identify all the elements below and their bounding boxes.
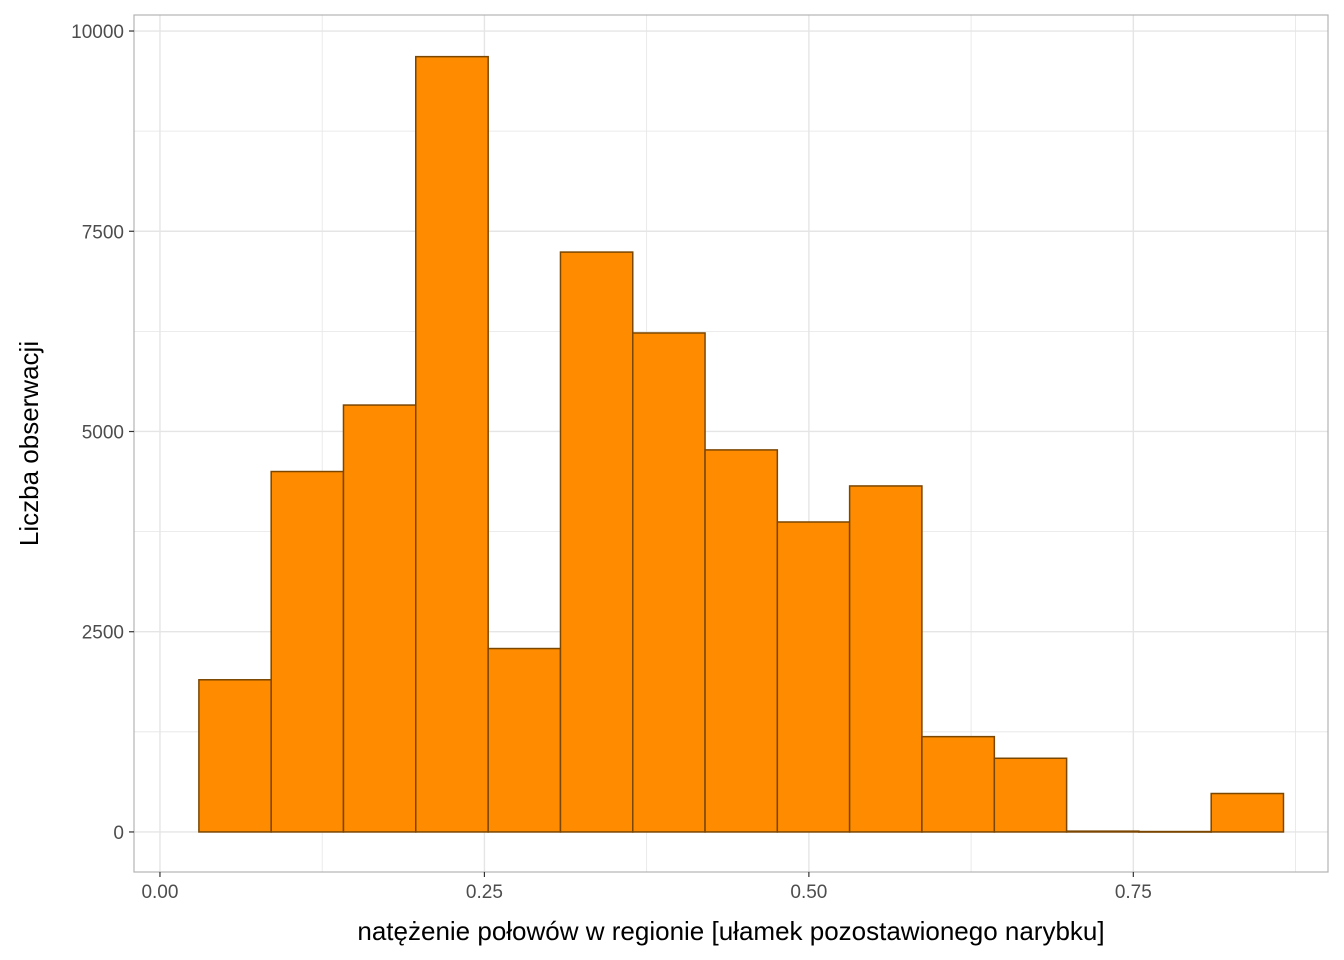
x-tick-label: 0.50 (790, 882, 827, 903)
histogram-bar (487, 647, 562, 833)
histogram-bar (632, 332, 706, 833)
histogram-bar (270, 470, 345, 833)
x-axis-title: natężenie połowów w regionie [ułamek poz… (357, 916, 1104, 946)
histogram-bar (198, 679, 272, 833)
histogram-bar (1138, 830, 1212, 833)
y-tick-label: 10000 (71, 22, 124, 43)
y-tick-label: 7500 (82, 222, 124, 243)
histogram-bar (559, 251, 634, 833)
x-tick-label: 0.75 (1115, 882, 1152, 903)
y-axis-title: Liczba obserwacji (14, 341, 44, 546)
histogram-bar (921, 735, 996, 833)
histogram-bar (704, 449, 779, 833)
y-tick-label: 0 (113, 823, 124, 844)
y-tick-label: 5000 (82, 422, 124, 443)
histogram-bar (415, 55, 489, 833)
x-tick-label: 0.25 (466, 882, 503, 903)
histogram-bar (342, 404, 417, 833)
y-tick-labels: 0 2500 5000 7500 10000 (71, 22, 124, 844)
histogram-bar (848, 485, 923, 833)
histogram-bar (776, 521, 851, 833)
y-tick-label: 2500 (82, 623, 124, 644)
histogram-bars (198, 55, 1285, 833)
histogram-bar (1210, 792, 1285, 833)
histogram-bar (993, 757, 1068, 833)
x-tick-label: 0.00 (141, 882, 178, 903)
histogram-bar (1065, 830, 1140, 833)
panel-border (133, 14, 1329, 873)
x-tick-labels: 0.00 0.25 0.50 0.75 (141, 882, 1151, 903)
axis-ticks (129, 30, 1134, 877)
